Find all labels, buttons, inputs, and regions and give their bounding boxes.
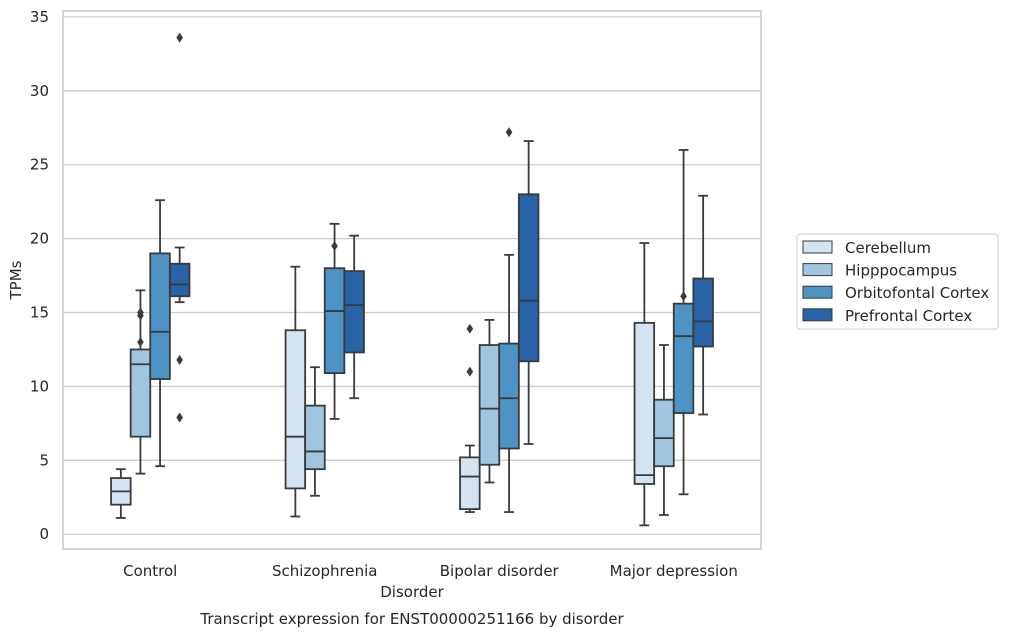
x-tick-label: Schizophrenia — [272, 562, 377, 580]
box — [170, 264, 190, 297]
box-plot-chart: 0 5 10 15 20 25 30 35 Control Schizophrenia Bipol… — [0, 0, 1009, 636]
y-tick-label: 0 — [39, 525, 49, 543]
x-axis-label: Disorder — [380, 583, 444, 601]
chart-caption: Transcript expression for ENST0000025116… — [199, 610, 624, 628]
box — [131, 349, 151, 436]
y-tick-label: 15 — [30, 304, 49, 322]
y-tick-label: 30 — [30, 82, 49, 100]
box — [344, 271, 364, 352]
x-tick-label: Control — [123, 562, 177, 580]
legend-swatch — [803, 286, 832, 298]
legend-swatch — [803, 309, 832, 321]
y-tick-label: 25 — [30, 156, 49, 174]
x-tick-label: Major depression — [610, 562, 738, 580]
box — [325, 268, 345, 373]
y-tick-label: 10 — [30, 377, 49, 395]
box — [499, 344, 519, 449]
box — [150, 253, 170, 379]
legend-label: Cerebellum — [845, 239, 931, 257]
legend-swatch — [803, 264, 832, 276]
box — [519, 194, 539, 361]
box — [693, 279, 713, 347]
box-group — [480, 320, 500, 483]
legend-label: Prefrontal Cortex — [845, 307, 972, 325]
box — [460, 457, 480, 509]
y-tick-label: 5 — [39, 451, 49, 469]
legend: Cerebellum Hipppocampus Orbitofontal Corte… — [797, 234, 998, 329]
legend-label: Hipppocampus — [845, 262, 957, 280]
legend-swatch — [803, 241, 832, 253]
x-tick-label: Bipolar disorder — [440, 562, 560, 580]
y-axis-label: TPMs — [7, 260, 25, 300]
box — [480, 345, 500, 465]
y-tick-label: 35 — [30, 8, 49, 26]
box — [635, 323, 655, 484]
box — [286, 330, 306, 488]
y-tick-label: 20 — [30, 230, 49, 248]
box — [674, 304, 694, 413]
box — [654, 400, 674, 467]
box — [305, 406, 325, 470]
legend-label: Orbitofontal Cortex — [845, 284, 989, 302]
